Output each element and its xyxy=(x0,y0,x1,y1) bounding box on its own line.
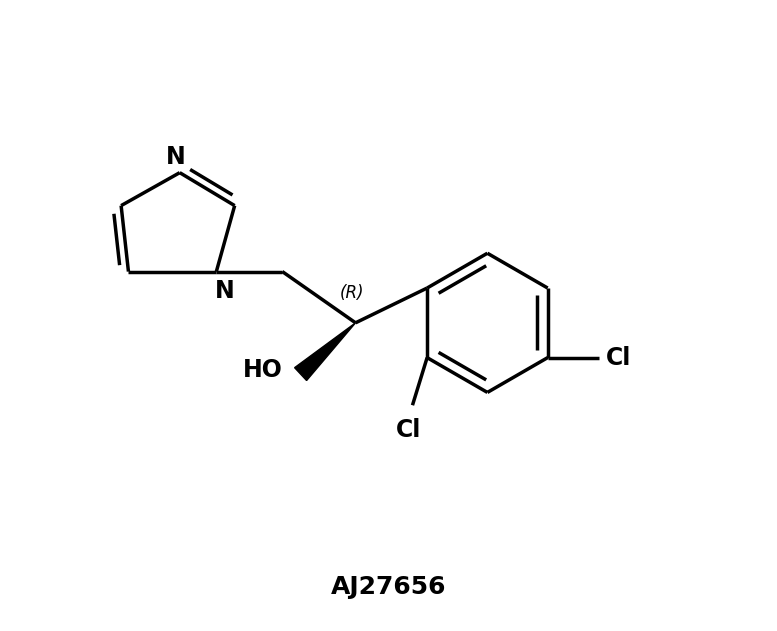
Text: AJ27656: AJ27656 xyxy=(331,575,446,599)
Text: HO: HO xyxy=(242,358,282,382)
Text: (R): (R) xyxy=(340,285,364,302)
Text: N: N xyxy=(215,280,235,304)
Text: Cl: Cl xyxy=(606,346,632,370)
Text: N: N xyxy=(166,144,186,168)
Text: Cl: Cl xyxy=(396,418,421,442)
Polygon shape xyxy=(294,323,356,380)
